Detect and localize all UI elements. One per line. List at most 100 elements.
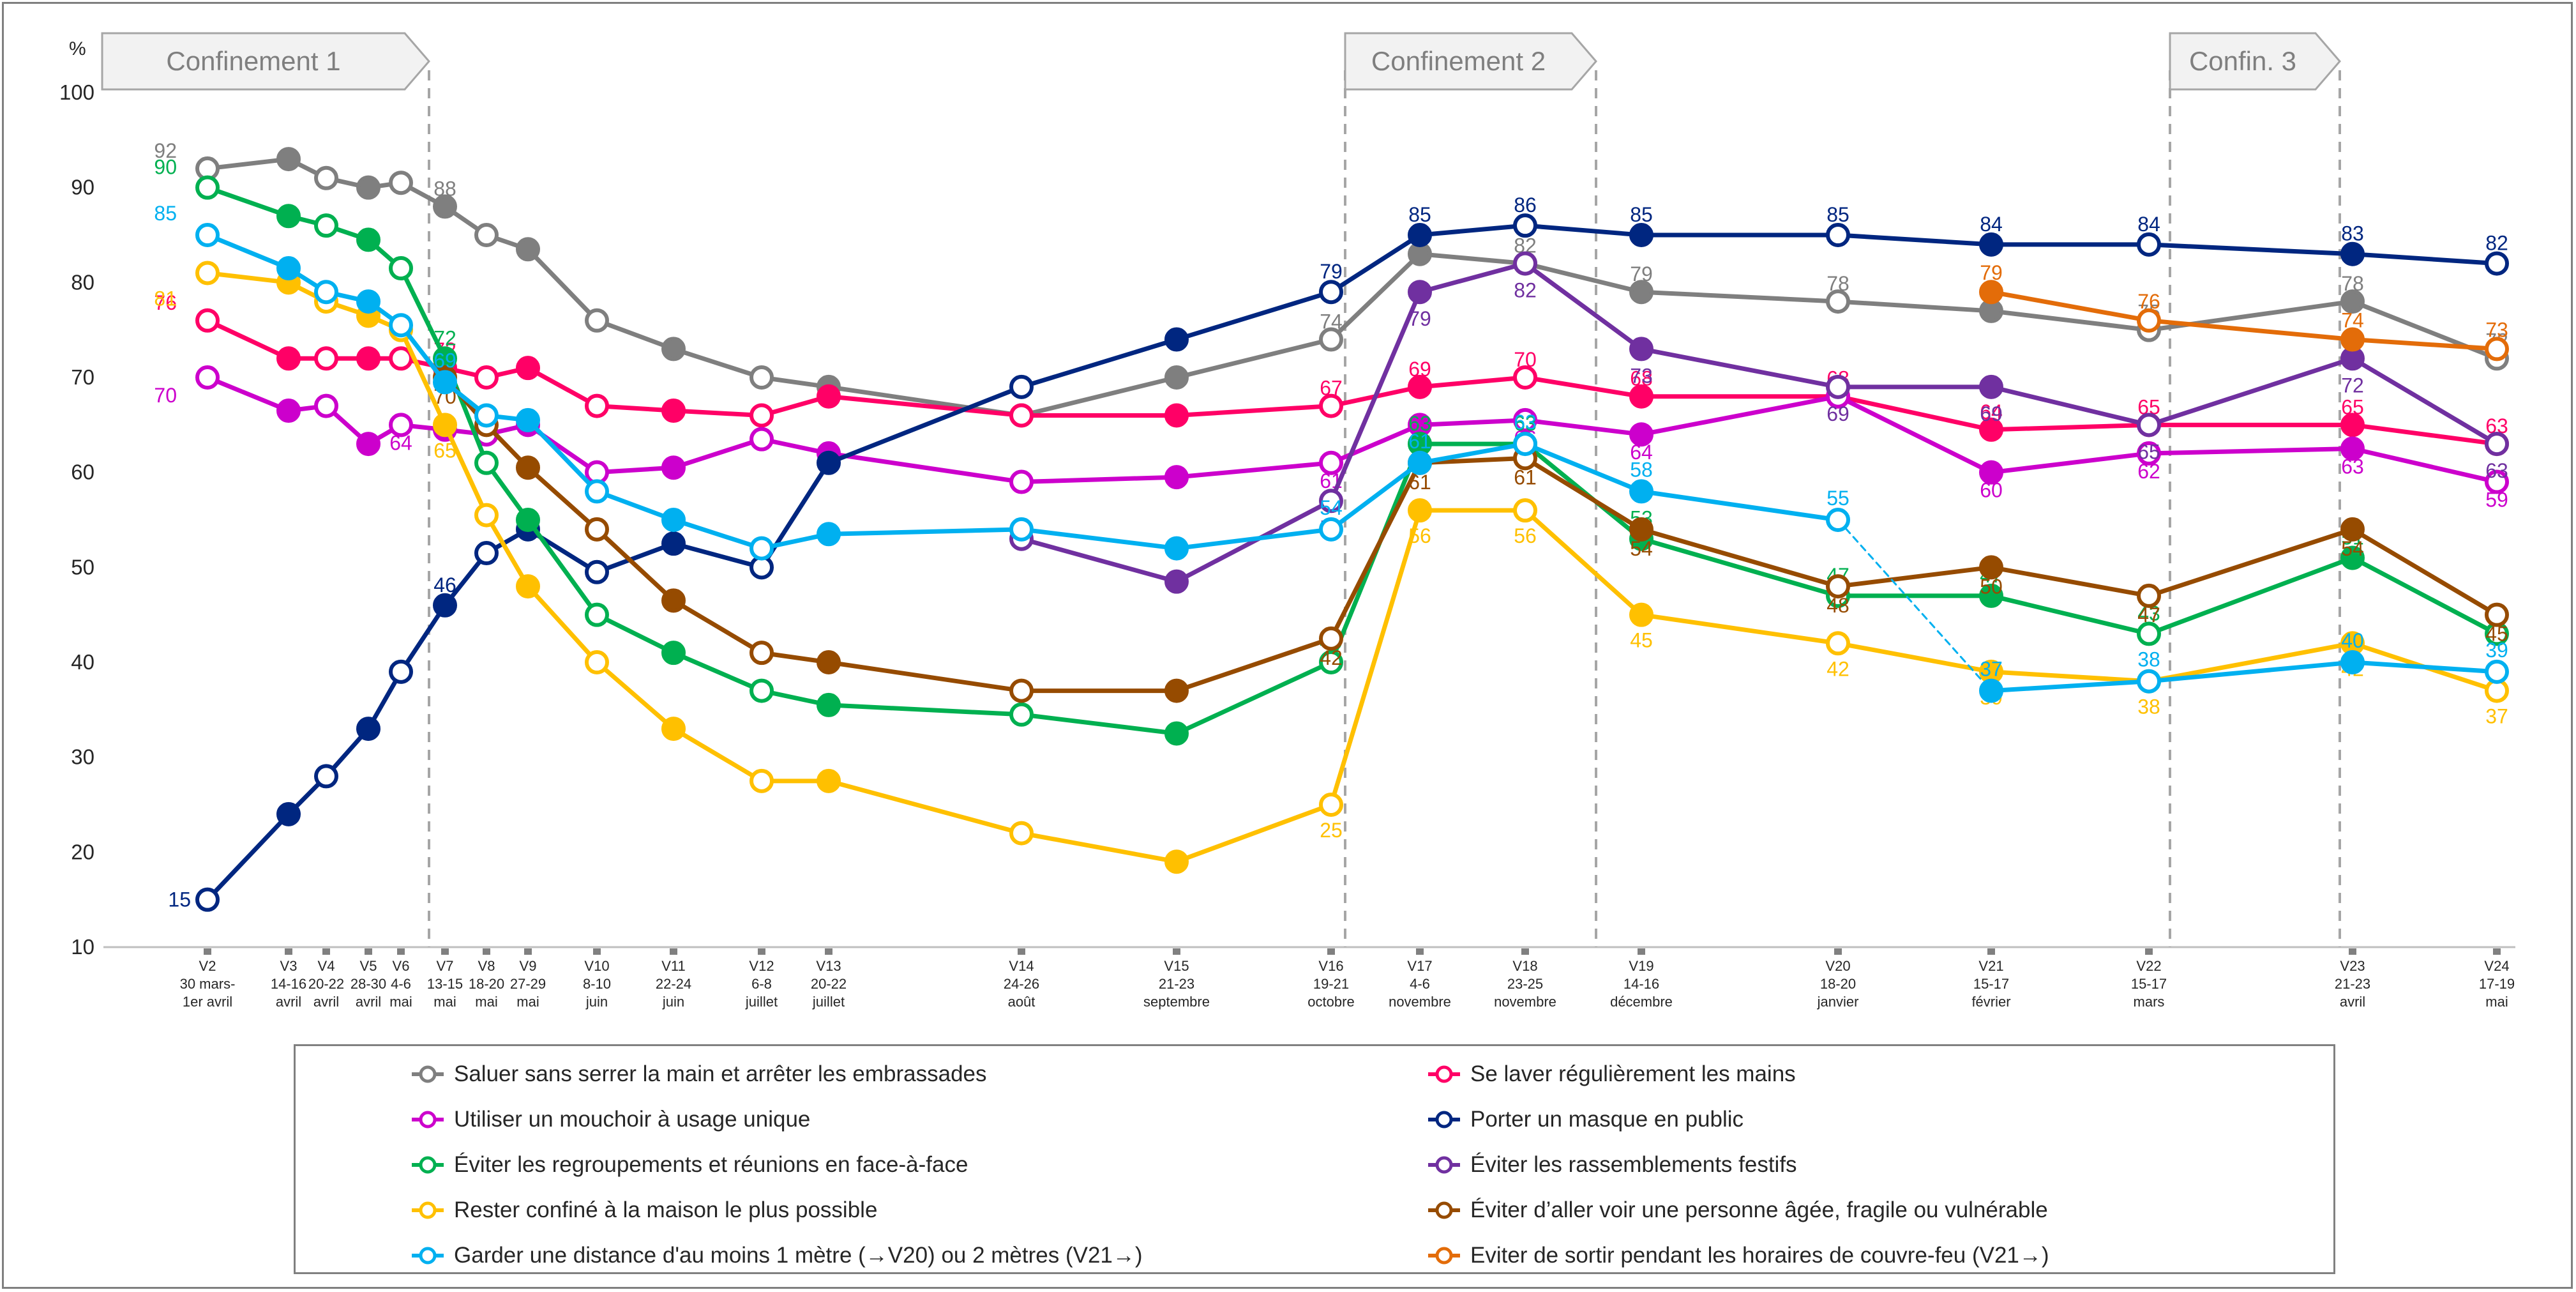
data-label: 25 xyxy=(1320,819,1343,842)
x-tick-mark xyxy=(1018,948,1025,955)
series-line-segment xyxy=(1523,508,1644,618)
series-line-segment xyxy=(1835,299,1994,314)
data-point xyxy=(433,593,457,618)
series-line-segment xyxy=(826,660,1024,694)
legend-item: Rester confiné à la maison le plus possi… xyxy=(411,1191,877,1229)
data-point xyxy=(1009,374,1034,399)
data-point xyxy=(817,522,841,547)
data-point xyxy=(195,175,220,200)
data-point xyxy=(1009,403,1034,428)
x-tick-label: 23-25 xyxy=(1507,976,1543,992)
data-point xyxy=(356,175,380,200)
x-tick-label: 4-6 xyxy=(1410,976,1430,992)
series-6: 81 65 25 56 56 45 42 39 38 42 37 xyxy=(154,261,2509,874)
x-tick-label: avril xyxy=(2340,994,2365,1010)
series-line-segment xyxy=(442,422,489,518)
data-point xyxy=(1979,678,2003,703)
data-point xyxy=(1408,280,1432,305)
data-label: 64 xyxy=(1980,400,2003,423)
data-label: 56 xyxy=(1408,524,1431,547)
legend-swatch-icon xyxy=(1428,1201,1460,1219)
data-label: 47 xyxy=(2137,604,2160,627)
data-point xyxy=(749,641,774,665)
data-point xyxy=(356,289,380,314)
data-point xyxy=(276,256,301,281)
legend-label: Garder une distance d'au moins 1 mètre (… xyxy=(454,1243,1143,1268)
data-point xyxy=(1629,223,1653,247)
series-line-segment xyxy=(1329,252,1422,342)
series-line-segment xyxy=(1989,384,2151,427)
data-point xyxy=(1629,337,1653,361)
x-tick-label: mai xyxy=(2485,994,2508,1010)
data-point xyxy=(749,365,774,390)
x-tick-mark xyxy=(1173,948,1180,955)
data-label: 84 xyxy=(2137,213,2160,236)
series-line-segment xyxy=(1019,536,1179,584)
data-point xyxy=(1408,498,1432,523)
data-point xyxy=(1408,223,1432,247)
data-point xyxy=(276,399,301,423)
series-line-segment xyxy=(1639,289,1841,304)
data-point xyxy=(2340,517,2365,542)
period-banner-label: Confinement 1 xyxy=(166,46,340,76)
x-tick-mark xyxy=(365,948,372,955)
series-line-segment xyxy=(1329,460,1422,532)
x-tick-label: 20-22 xyxy=(811,976,847,992)
legend-item: Saluer sans serrer la main et arrêter le… xyxy=(411,1055,987,1093)
data-label: 61 xyxy=(1514,466,1537,489)
data-label: 63 xyxy=(1514,412,1537,435)
data-point xyxy=(1164,365,1189,390)
series-line-segment xyxy=(1174,289,1334,342)
data-label: 76 xyxy=(154,291,177,314)
series-line-segment xyxy=(594,612,676,655)
series-line-segment xyxy=(1835,565,1994,589)
data-point xyxy=(516,237,540,262)
series-line-segment xyxy=(1989,289,2151,323)
data-point xyxy=(474,403,499,428)
data-label: 54 xyxy=(1320,496,1343,519)
series-line-segment xyxy=(1417,252,1528,266)
x-tick-label: mai xyxy=(516,994,539,1010)
data-point xyxy=(276,204,301,229)
data-point xyxy=(195,223,220,247)
x-tick-label: 15-17 xyxy=(1973,976,2009,992)
data-point xyxy=(1979,555,2003,580)
x-tick-mark xyxy=(441,948,449,955)
data-point xyxy=(2137,413,2161,437)
period-banner xyxy=(2169,32,2341,91)
data-point xyxy=(585,308,609,333)
series-line-segment xyxy=(1639,536,1841,598)
data-point xyxy=(516,407,540,432)
data-label: 85 xyxy=(1408,203,1431,226)
data-label: 73 xyxy=(2485,318,2508,341)
x-tick-label: 21-23 xyxy=(2335,976,2370,992)
legend-swatch-icon xyxy=(412,1065,444,1083)
data-point xyxy=(516,356,540,381)
series-line-segment xyxy=(1417,455,1528,466)
y-axis-unit: % xyxy=(69,38,86,59)
data-point xyxy=(195,887,220,912)
x-tick-label: V23 xyxy=(2340,958,2365,974)
x-tick-label: 6-8 xyxy=(751,976,772,992)
x-tick-label: V11 xyxy=(661,958,686,974)
data-point xyxy=(1009,678,1034,703)
legend-swatch-icon xyxy=(1428,1111,1460,1129)
x-tick-mark xyxy=(670,948,677,955)
x-tick-label: 30 mars- xyxy=(180,976,236,992)
period-banner-label: Confin. 3 xyxy=(2189,46,2296,76)
series-line-segment xyxy=(398,603,448,674)
data-point xyxy=(661,399,686,423)
data-point xyxy=(2137,621,2161,646)
series-line-segment xyxy=(2350,337,2499,351)
series-line-segment xyxy=(2350,252,2499,266)
x-tick-mark xyxy=(483,948,490,955)
data-label: 60 xyxy=(1980,479,2003,502)
series-line-segment xyxy=(671,726,764,784)
series-line-segment xyxy=(1019,712,1179,736)
x-tick-label: 19-21 xyxy=(1313,976,1349,992)
x-tick-label: février xyxy=(1971,994,2010,1010)
data-label: 61 xyxy=(1408,430,1431,453)
series-line-segment xyxy=(1989,451,2151,475)
series-line-segment xyxy=(594,465,676,475)
series-line-segment xyxy=(2146,527,2355,598)
